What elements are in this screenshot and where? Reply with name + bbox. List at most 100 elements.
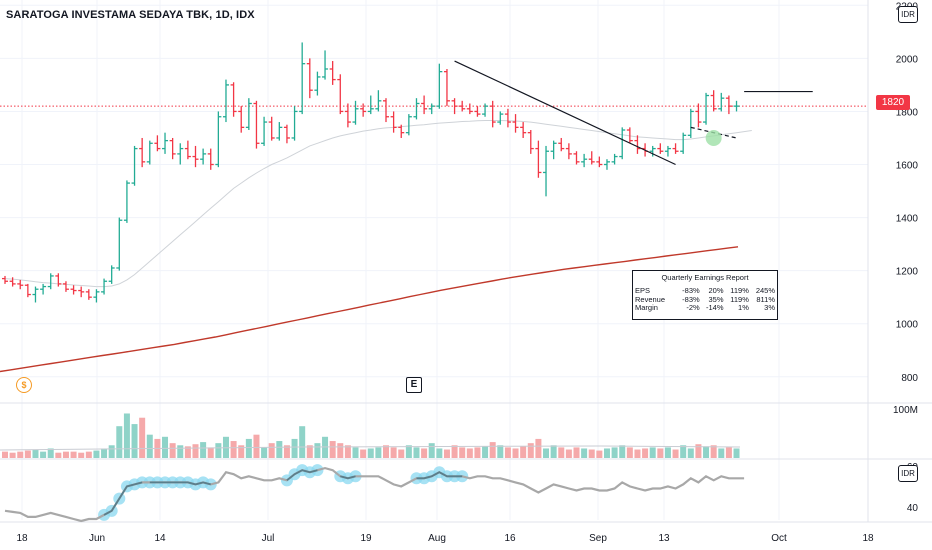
earnings-row-margin: Margin -2% -14% 1% 3% <box>635 303 775 313</box>
rsi-currency-badge[interactable]: IDR <box>898 465 918 482</box>
ohlc-bar <box>329 61 336 85</box>
earnings-row-revenue: Revenue -83% 35% 119% 811% <box>635 294 775 305</box>
ohlc-bar <box>101 278 108 295</box>
volume-bar <box>573 447 580 458</box>
volume-tick-label: 100M <box>893 405 918 416</box>
ohlc-bar <box>634 135 641 154</box>
earnings-icon[interactable]: E <box>406 377 422 393</box>
ohlc-bar <box>451 98 458 115</box>
volume-bar <box>40 451 47 458</box>
ohlc-bar <box>268 116 275 141</box>
ohlc-bar <box>443 68 450 107</box>
volume-bar <box>360 449 367 458</box>
volume-bar <box>169 443 176 458</box>
volume-bar <box>710 445 717 458</box>
volume-bar <box>253 434 260 458</box>
volume-bar <box>489 442 496 458</box>
volume-bar <box>283 445 290 458</box>
ohlc-bar <box>276 122 283 141</box>
volume-bar <box>619 445 626 458</box>
volume-bar <box>47 448 54 458</box>
ohlc-bar <box>222 79 229 123</box>
volume-bar <box>687 448 694 458</box>
cell: 20% <box>708 286 724 295</box>
earnings-report-title: Quarterly Earnings Report <box>661 273 749 282</box>
volume-bar <box>421 448 428 458</box>
ohlc-bar <box>70 285 77 295</box>
ohlc-bar <box>291 106 298 141</box>
ohlc-bar <box>337 74 344 115</box>
volume-bar <box>230 441 237 458</box>
volume-bar <box>375 447 382 458</box>
volume-bar <box>215 443 222 458</box>
chart-title: SARATOGA INVESTAMA SEDAYA TBK, 1D, IDX <box>6 9 255 21</box>
ohlc-bar <box>611 153 618 165</box>
cell: -2% <box>686 303 700 312</box>
time-tick-label: Jun <box>89 533 105 544</box>
ohlc-bar <box>466 103 473 115</box>
ohlc-bar <box>565 143 572 160</box>
volume-bar <box>276 441 283 458</box>
ohlc-bar <box>520 122 527 138</box>
volume-bar <box>520 446 527 458</box>
volume-bar <box>299 426 306 458</box>
rsi-highlight-line <box>149 481 211 486</box>
ohlc-bar <box>482 103 489 117</box>
volume-bar <box>466 448 473 458</box>
volume-bar <box>725 447 732 458</box>
volume-bar <box>497 445 504 458</box>
ohlc-bar <box>626 127 633 144</box>
volume-bar <box>17 451 24 458</box>
volume-bar <box>680 445 687 458</box>
cell: 35% <box>708 294 724 304</box>
time-tick-label: 16 <box>504 533 516 544</box>
volume-bar <box>108 445 115 458</box>
volume-bar <box>139 417 146 458</box>
cell: 245% <box>755 286 775 295</box>
volume-bar <box>672 449 679 458</box>
ohlc-bar <box>421 95 428 115</box>
ohlc-bar <box>474 106 481 117</box>
volume-bar <box>344 445 351 458</box>
volume-bar <box>123 413 130 458</box>
volume-bar <box>291 438 298 458</box>
ohlc-bar <box>657 143 664 154</box>
ohlc-bar <box>344 103 351 128</box>
ohlc-bar <box>664 145 671 157</box>
volume-bar <box>32 449 39 458</box>
currency-badge[interactable]: IDR <box>898 6 918 23</box>
volume-bar <box>192 444 199 458</box>
cell: -83% <box>682 286 700 295</box>
ohlc-bar <box>314 71 321 96</box>
time-tick-label: Oct <box>771 533 787 544</box>
ohlc-bar <box>2 275 8 284</box>
ohlc-bar <box>139 137 146 168</box>
volume-bar <box>581 448 588 458</box>
ohlc-bar <box>261 116 268 146</box>
volume-bar <box>245 438 252 458</box>
volume-bar <box>642 448 649 458</box>
volume-bar <box>62 451 69 458</box>
volume-bar <box>611 447 618 458</box>
cell: 811% <box>756 294 775 304</box>
time-tick-label: Jul <box>262 533 275 544</box>
volume-bar <box>78 452 85 458</box>
dividend-icon[interactable]: $ <box>16 377 32 393</box>
ohlc-bar <box>535 140 542 178</box>
volume-bar <box>451 445 458 458</box>
ohlc-bar <box>489 100 496 128</box>
volume-bar <box>2 451 8 458</box>
ohlc-bar <box>405 114 412 136</box>
ohlc-bar <box>428 103 435 115</box>
ohlc-bar <box>413 98 420 120</box>
ohlc-bar <box>230 82 237 117</box>
volume-bar <box>200 442 207 458</box>
ohlc-bar <box>238 106 245 133</box>
ohlc-bar <box>207 148 214 170</box>
ohlc-bar <box>146 140 153 165</box>
cell: 119% <box>730 294 749 304</box>
price-tick-label: 1600 <box>896 161 919 172</box>
volume-bar <box>268 443 275 458</box>
volume-bar <box>329 441 336 458</box>
